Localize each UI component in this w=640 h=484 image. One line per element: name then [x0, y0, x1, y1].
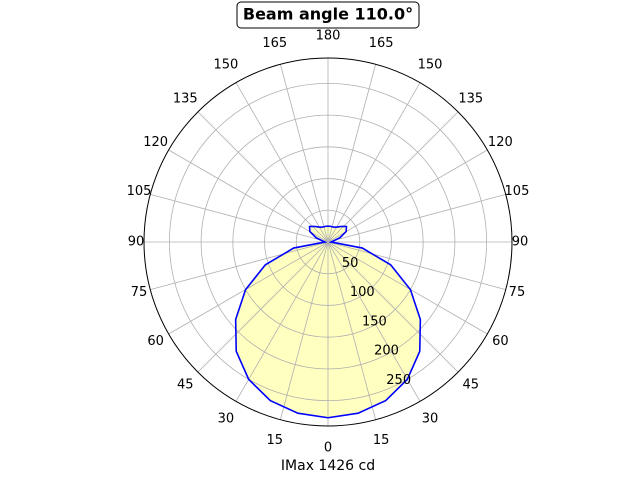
- theta-tick-label: 165: [262, 36, 287, 51]
- outer-frame: [143, 57, 513, 427]
- theta-tick-label: 135: [173, 92, 198, 107]
- theta-tick-label: 180: [316, 29, 341, 44]
- grid-spoke: [327, 241, 377, 420]
- theta-tick-label: 120: [488, 135, 513, 150]
- grid-spoke: [235, 241, 329, 402]
- theta-tick-label: 165: [369, 36, 394, 51]
- grid-spoke: [279, 241, 329, 420]
- grid-spoke: [235, 82, 329, 243]
- r-tick-label: 100: [350, 285, 375, 300]
- theta-tick-label: 90: [512, 235, 529, 250]
- r-tick-label: 50: [342, 256, 359, 271]
- theta-tick-label: 105: [127, 184, 152, 199]
- r-tick-label: 150: [362, 314, 387, 329]
- grid-spoke: [327, 241, 459, 373]
- r-tick-label: 250: [386, 373, 411, 388]
- grid-spoke: [197, 241, 329, 373]
- grid-spoke: [279, 64, 329, 243]
- grid-spoke: [197, 111, 329, 243]
- theta-tick-label: 15: [373, 433, 390, 448]
- grid-spoke: [327, 111, 459, 243]
- grid-spoke: [150, 193, 329, 243]
- theta-tick-label: 90: [128, 235, 145, 250]
- chart-title: Beam angle 110.0°: [243, 5, 413, 24]
- grid-spoke: [168, 241, 329, 335]
- theta-tick-label: 60: [147, 334, 164, 349]
- theta-tick-label: 75: [131, 285, 148, 300]
- theta-tick-label: 15: [267, 433, 284, 448]
- theta-tick-label: 75: [509, 285, 526, 300]
- theta-tick-label: 60: [492, 334, 509, 349]
- grid-spoke: [327, 241, 506, 291]
- grid-spoke: [168, 149, 329, 243]
- beam-curve: [234, 225, 422, 419]
- theta-tick-label: 120: [143, 135, 168, 150]
- grid-spoke: [327, 82, 421, 243]
- theta-tick-label: 150: [418, 58, 443, 73]
- grid-spoke: [327, 241, 488, 335]
- grid-spoke: [327, 64, 377, 243]
- title-box: [236, 1, 420, 29]
- theta-tick-label: 45: [462, 377, 479, 392]
- theta-tick-label: 30: [422, 411, 439, 426]
- theta-tick-label: 30: [218, 411, 235, 426]
- grid-spoke: [327, 149, 488, 243]
- theta-tick-label: 105: [505, 184, 530, 199]
- grid-spoke: [327, 193, 506, 243]
- grid-spoke: [327, 241, 421, 402]
- theta-tick-label: 135: [458, 92, 483, 107]
- theta-tick-label: 0: [324, 441, 332, 456]
- theta-tick-label: 150: [214, 58, 239, 73]
- grid-spoke: [150, 241, 329, 291]
- x-axis-label: IMax 1426 cd: [281, 458, 375, 474]
- r-tick-label: 200: [374, 344, 399, 359]
- theta-tick-label: 45: [177, 377, 194, 392]
